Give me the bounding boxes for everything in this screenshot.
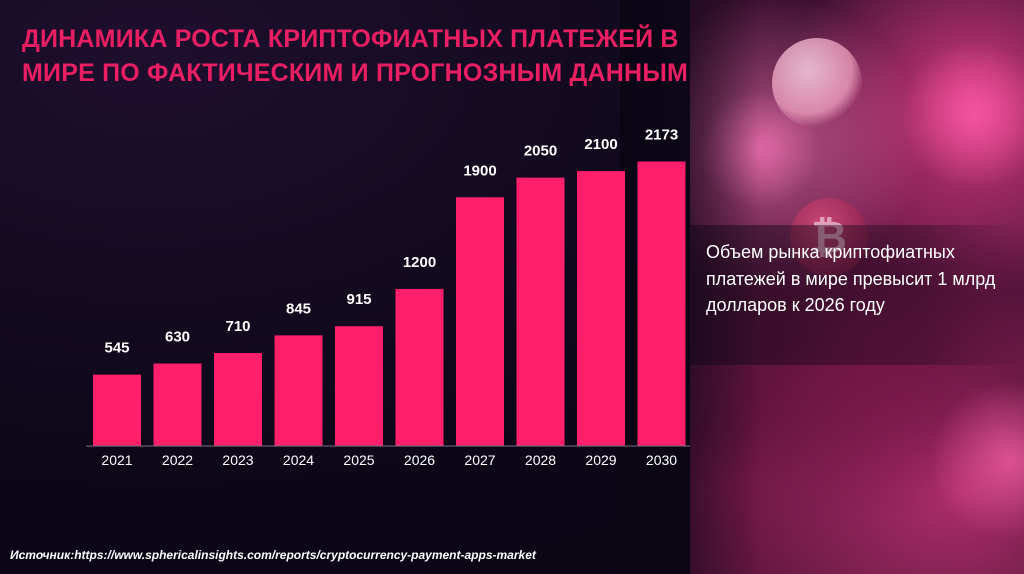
x-tick-label-2030: 2030 xyxy=(646,452,677,468)
x-tick-label-2029: 2029 xyxy=(585,452,616,468)
value-label-2029: 2100 xyxy=(584,136,617,153)
value-label-2021: 545 xyxy=(104,340,129,357)
chart-value-labels: 545 630 710 845 915 1200 1900 2050 2100 2173 xyxy=(104,127,678,357)
chart-bars xyxy=(93,161,686,447)
callout-backdrop xyxy=(690,225,1024,365)
value-label-2024: 845 xyxy=(286,300,311,317)
x-tick-label-2024: 2024 xyxy=(283,452,314,468)
chart-tick-labels: 2021 2022 2023 2024 2025 2026 2027 2028 2029 2030 xyxy=(101,452,677,468)
source-citation: Источник:https://www.sphericalinsights.c… xyxy=(10,548,536,562)
slide-title: ДИНАМИКА РОСТА КРИПТОФИАТНЫХ ПЛАТЕЖЕЙ В … xyxy=(22,25,689,87)
x-tick-label-2021: 2021 xyxy=(101,452,132,468)
bar-2027 xyxy=(456,197,504,446)
x-tick-label-2027: 2027 xyxy=(464,452,495,468)
moon-decoration xyxy=(772,38,862,128)
x-tick-label-2028: 2028 xyxy=(525,452,556,468)
bar-2023 xyxy=(214,353,262,446)
value-label-2030: 2173 xyxy=(645,127,678,144)
value-label-2022: 630 xyxy=(165,329,190,346)
bar-2025 xyxy=(335,326,383,446)
value-label-2023: 710 xyxy=(225,318,250,335)
value-label-2026: 1200 xyxy=(403,254,436,271)
x-tick-label-2022: 2022 xyxy=(162,452,193,468)
bar-2028 xyxy=(516,177,565,446)
bar-2022 xyxy=(153,363,202,446)
value-label-2025: 915 xyxy=(346,291,371,308)
bar-2030 xyxy=(637,161,686,446)
tree-canopy xyxy=(900,40,1024,190)
bar-2029 xyxy=(577,171,625,447)
value-label-2028: 2050 xyxy=(524,143,557,160)
bar-2021 xyxy=(93,374,141,446)
market-callout-text: Объем рынка криптофиатных платежей в мир… xyxy=(706,242,996,315)
x-tick-label-2023: 2023 xyxy=(222,452,253,468)
x-tick-label-2026: 2026 xyxy=(404,452,435,468)
bar-2026 xyxy=(395,288,444,446)
x-tick-label-2025: 2025 xyxy=(343,452,374,468)
bar-2024 xyxy=(274,335,323,446)
value-label-2027: 1900 xyxy=(463,162,496,179)
